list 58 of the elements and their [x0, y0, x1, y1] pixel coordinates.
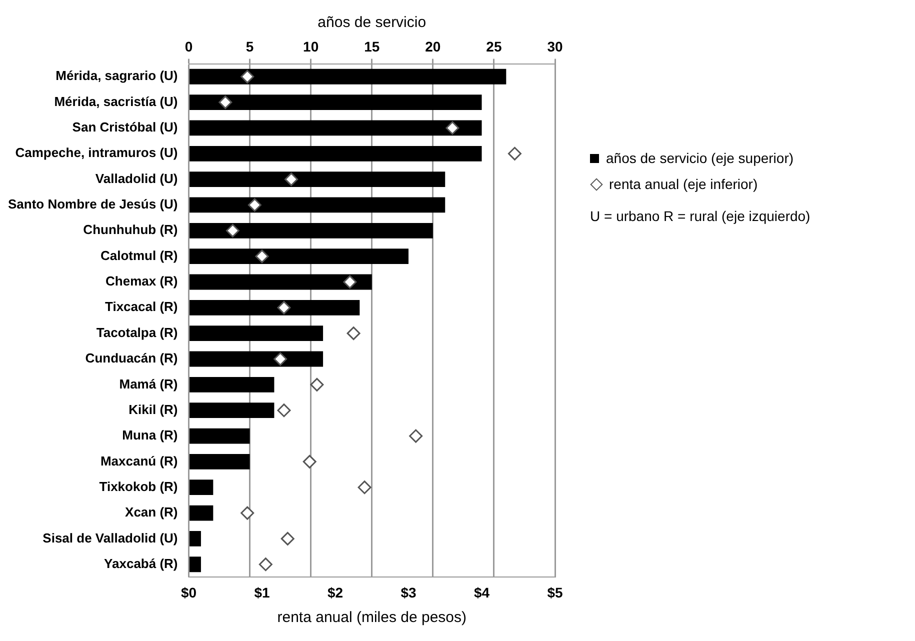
y-tick-label: Tixkokob (R)	[99, 478, 178, 494]
y-tick-label: Cunduacán (R)	[85, 350, 178, 366]
point	[358, 480, 372, 494]
y-tick-label: Tixcacal (R)	[105, 299, 178, 314]
point	[346, 326, 360, 340]
text: U = urbano R = rural (eje izquierdo)	[590, 207, 810, 226]
point	[343, 275, 357, 289]
y-tick-label: Calotmul (R)	[100, 248, 178, 263]
x-tick-label: $5	[547, 584, 563, 600]
y-tick-label: Muna (R)	[122, 428, 178, 443]
x2-axis-title: años de servicio	[318, 14, 426, 32]
y-tick-label: San Cristóbal (U)	[72, 120, 178, 135]
point	[255, 250, 269, 264]
point	[240, 70, 254, 84]
point	[284, 172, 298, 186]
y-tick-label: Valladolid (U)	[95, 170, 178, 186]
y-tick-label: Mamá (R)	[119, 376, 178, 392]
point	[218, 96, 232, 110]
y-tick-label: Sisal de Valladolid (U)	[42, 530, 178, 546]
y-tick-label: Xcan (R)	[125, 504, 178, 520]
point	[248, 198, 262, 212]
x2-tick-label: 15	[364, 38, 380, 54]
x-tick-label: $3	[400, 584, 416, 600]
x2-tick-label: 5	[246, 38, 254, 54]
y-tick-label: Santo Nombre de Jesús (U)	[8, 196, 178, 212]
y-tick-label: Maxcanú (R)	[100, 453, 178, 468]
legend-label: años de servicio (eje superior)	[606, 150, 794, 166]
x2-tick-label: 20	[425, 38, 441, 54]
y-tick-label: Mérida, sagrario (U)	[56, 68, 178, 84]
y-tick-label: Kikil (R)	[128, 402, 178, 417]
point	[409, 429, 423, 443]
x2-tick-label: 0	[184, 38, 193, 54]
point	[258, 558, 272, 572]
x-tick-label: $0	[180, 584, 197, 600]
x-tick-label: $2	[327, 584, 344, 600]
point	[274, 352, 288, 366]
point	[302, 454, 316, 468]
point	[240, 506, 254, 520]
y-tick-label: Yaxcabá (R)	[104, 556, 178, 571]
point	[277, 300, 291, 314]
y-tick-label: Mérida, sacristía (U)	[54, 94, 178, 109]
point	[508, 146, 522, 160]
point	[226, 224, 240, 238]
y-tick-label: Tacotalpa (R)	[96, 324, 178, 340]
x2-tick-label: 25	[486, 38, 502, 54]
x2-tick-label: 30	[547, 38, 563, 54]
x2-tick-label: 10	[303, 38, 319, 54]
legend-label: renta anual (eje inferior)	[609, 176, 758, 192]
x-tick-label: $1	[254, 584, 270, 600]
x-axis-title: renta anual (miles de pesos)	[277, 609, 467, 626]
y-tick-label: Chunhuhub (R)	[83, 222, 178, 238]
x-tick-label: $4	[474, 584, 490, 600]
y-tick-label: Chemax (R)	[106, 274, 178, 289]
point	[277, 404, 291, 418]
point	[280, 532, 294, 546]
point	[310, 378, 324, 392]
point	[446, 121, 460, 135]
y-tick-label: Campeche, intramuros (U)	[15, 145, 178, 160]
